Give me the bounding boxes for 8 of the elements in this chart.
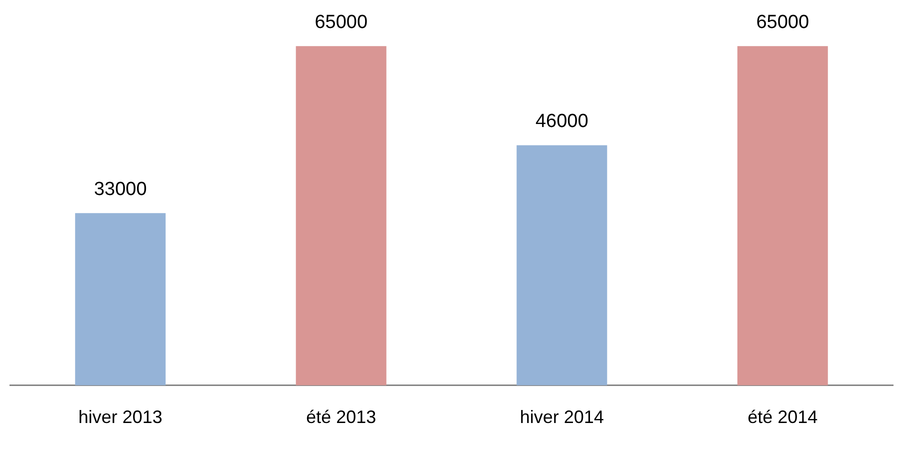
x-tick-label: hiver 2014 [520, 407, 604, 428]
data-label: 33000 [94, 178, 147, 200]
data-label: 65000 [756, 12, 810, 33]
data-label: 65000 [314, 12, 368, 33]
x-tick-label: hiver 2013 [78, 407, 162, 428]
data-label: 46000 [535, 111, 588, 132]
x-tick-label: été 2014 [748, 407, 818, 428]
x-tick-label: été 2013 [306, 407, 376, 428]
